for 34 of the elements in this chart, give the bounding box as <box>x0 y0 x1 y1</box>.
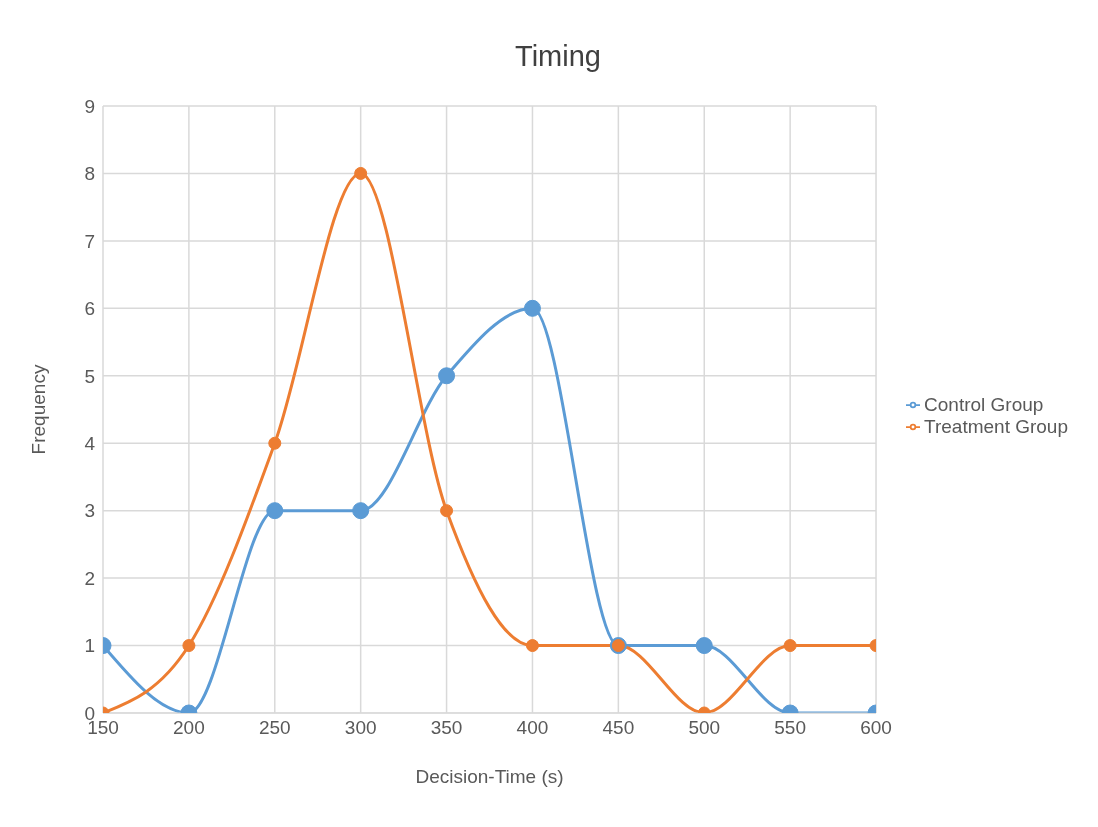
point <box>695 637 713 655</box>
y-tick-label: 9 <box>84 95 95 117</box>
y-tick-label: 7 <box>84 230 95 252</box>
x-tick-label: 400 <box>516 717 549 739</box>
y-tick-label: 5 <box>84 365 95 387</box>
x-tick-label: 450 <box>602 717 635 739</box>
point <box>525 639 539 653</box>
x-tick-label: 550 <box>774 717 806 739</box>
point <box>354 166 368 180</box>
point <box>438 367 456 385</box>
x-tick-label: 350 <box>430 717 463 739</box>
x-tick-label: 250 <box>258 717 291 739</box>
x-tick-label: 200 <box>173 717 205 739</box>
x-tick-label: 300 <box>344 717 377 739</box>
y-tick-label: 6 <box>84 298 95 320</box>
y-tick-label: 1 <box>84 635 95 657</box>
y-tick-label: 4 <box>84 432 96 454</box>
y-axis-title: Frequency <box>27 364 49 455</box>
y-tick-label: 2 <box>84 567 95 589</box>
legend-label: Control Group <box>924 393 1044 415</box>
y-tick-label: 8 <box>84 163 95 185</box>
point <box>352 502 370 520</box>
x-axis-title: Decision-Time (s) <box>415 766 564 787</box>
y-tick-label: 3 <box>84 500 95 522</box>
point <box>440 504 454 518</box>
point <box>182 639 196 653</box>
chart-title: Timing <box>514 40 602 73</box>
legend-label: Treatment Group <box>924 415 1068 437</box>
x-tick-label: 600 <box>860 717 892 739</box>
x-tick-label: 500 <box>688 717 721 739</box>
point <box>268 436 282 450</box>
point <box>523 299 541 317</box>
point <box>266 502 284 520</box>
point <box>783 639 797 653</box>
